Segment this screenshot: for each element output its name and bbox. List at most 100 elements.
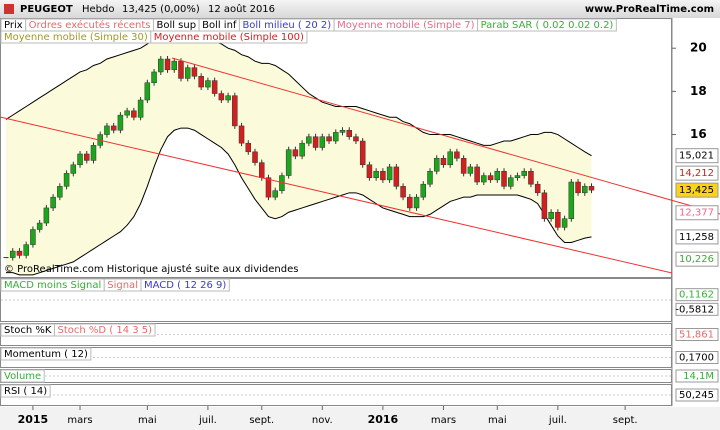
legend-entry: Moyenne mobile (Simple 100): [154, 32, 304, 43]
symbol: PEUGEOT: [20, 4, 73, 15]
candle: [70, 164, 77, 174]
candle: [90, 145, 97, 161]
candle: [386, 166, 393, 181]
candle: [245, 142, 252, 153]
candle: [433, 158, 440, 172]
x-tick-label: juil.: [548, 415, 567, 426]
candle: [481, 175, 487, 183]
candle: [366, 164, 373, 178]
readout: -0,5812: [675, 304, 714, 315]
candle: [57, 186, 63, 198]
candle: [306, 136, 312, 144]
y-tick-label: 16: [690, 127, 707, 141]
candle: [198, 76, 204, 88]
period: Hebdo: [82, 4, 115, 15]
price-label: 10,226: [679, 254, 714, 265]
header-icon: [4, 4, 14, 14]
bollinger-line: [5, 30, 592, 157]
price-label-box: [675, 205, 719, 221]
candle: [84, 153, 90, 161]
candle: [548, 212, 554, 219]
candle: [285, 149, 292, 176]
x-tick-label: sept.: [613, 415, 638, 426]
readout-box: [675, 328, 719, 341]
readout-box: [675, 351, 719, 364]
panel-label: Stoch %K: [4, 325, 52, 336]
candle: [440, 158, 447, 166]
legend-entry: Boll inf: [202, 20, 237, 31]
candle: [339, 129, 346, 133]
bollinger-band: [6, 30, 592, 275]
candle: [36, 222, 43, 230]
candle: [561, 218, 568, 228]
readout-box: [675, 288, 719, 302]
candle: [312, 136, 319, 148]
candle: [420, 183, 427, 198]
price-label: 15,021: [679, 151, 714, 162]
candle: [528, 170, 534, 185]
candle: [137, 99, 144, 118]
candle: [487, 175, 494, 181]
y-tick-label: 18: [690, 84, 707, 98]
candle: [582, 186, 588, 194]
candle: [265, 177, 272, 198]
price-label: 13,425: [679, 185, 714, 196]
panel-label-box: [0, 384, 51, 398]
candle: [353, 136, 359, 142]
price-label-box: [675, 148, 719, 164]
panel-label: Stoch %D ( 14 3 5): [57, 325, 152, 336]
candle: [413, 196, 420, 209]
legend-entry: Moyenne mobile (Simple 7): [337, 20, 475, 31]
x-tick-label: 2015: [18, 413, 49, 426]
panel-label: Volume: [4, 371, 41, 382]
trend-line: [171, 57, 720, 215]
readout-box: [675, 302, 719, 316]
candle: [508, 177, 514, 187]
candle: [521, 170, 527, 176]
candle: [460, 158, 467, 174]
candle: [205, 80, 211, 88]
legend-entry: Prix: [4, 20, 23, 31]
candle: [514, 175, 521, 178]
candle: [104, 125, 110, 135]
legend-entry: Ordres exécutés récents: [29, 19, 151, 31]
candle: [9, 250, 16, 258]
date: 12 août 2016: [208, 3, 275, 15]
readout: 51,861: [679, 330, 714, 341]
candle: [252, 151, 258, 163]
price-label-box: [675, 229, 719, 245]
candle: [158, 58, 164, 73]
candle: [225, 95, 231, 101]
legend-entry: Moyenne mobile (Simple 30): [4, 32, 148, 43]
legend-entry: Parab SAR ( 0.02 0.02 0.2): [481, 20, 614, 31]
candle: [171, 60, 177, 71]
candle: [218, 93, 225, 101]
price-label-box: [675, 182, 719, 198]
candle: [178, 60, 184, 79]
header-bar: [0, 0, 720, 18]
candle: [43, 207, 50, 224]
bollinger-line: [6, 127, 592, 276]
legend-box: [150, 30, 308, 44]
panel-label-box: [140, 278, 230, 292]
candle: [359, 140, 366, 166]
x-axis-band: [0, 407, 720, 430]
candle: [407, 196, 413, 209]
legend-entry: Boll sup: [156, 20, 196, 31]
main-plot: [3, 30, 595, 276]
candle: [447, 151, 453, 166]
candle: [63, 173, 70, 187]
panel-label: MACD moins Signal: [4, 280, 101, 291]
candle: [110, 125, 117, 131]
panel-label-box: [53, 323, 156, 337]
candle: [400, 186, 406, 198]
price-label-box: [675, 165, 719, 181]
candle: [494, 170, 501, 181]
candle: [164, 58, 171, 71]
candle: [211, 80, 218, 94]
x-tick-label: juil.: [198, 415, 217, 426]
trend-line: [0, 116, 673, 274]
price-label: 11,258: [679, 232, 714, 243]
candle: [501, 170, 507, 187]
quote: 13,425 (0,00%): [122, 4, 200, 15]
